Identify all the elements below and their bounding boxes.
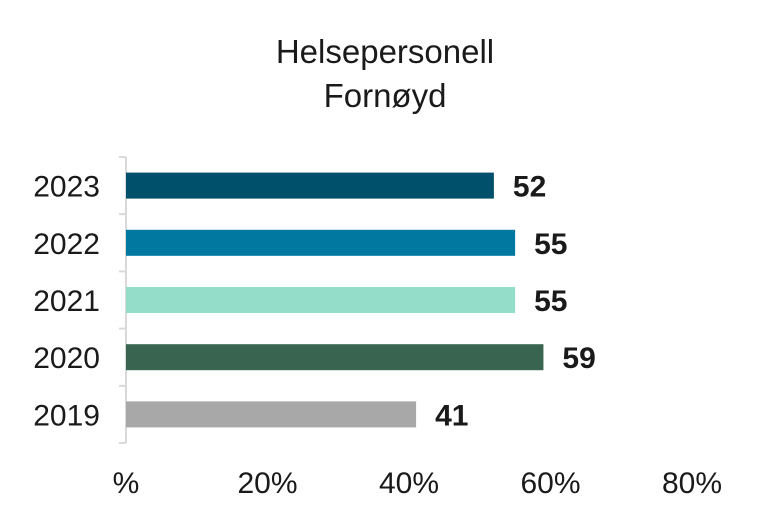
x-tick-label: 40% bbox=[379, 467, 439, 500]
y-tick-label-2021: 2021 bbox=[33, 285, 100, 318]
chart-title: Helsepersonell bbox=[276, 33, 494, 70]
x-tick-labels: % 20% 40% 60% 80% bbox=[113, 467, 722, 500]
x-tick-label: 80% bbox=[662, 467, 722, 500]
y-tick-labels: 2023 2022 2021 2020 2019 bbox=[33, 171, 100, 433]
data-label-2020: 59 bbox=[562, 342, 595, 375]
y-tick-label-2020: 2020 bbox=[33, 342, 100, 375]
y-tick-label-2019: 2019 bbox=[33, 399, 100, 432]
y-axis bbox=[119, 156, 127, 444]
data-label-2022: 55 bbox=[534, 228, 567, 261]
bar-2019 bbox=[126, 401, 417, 428]
data-label-2021: 55 bbox=[534, 285, 567, 318]
data-labels: 52 55 55 59 41 bbox=[435, 171, 596, 433]
x-tick-label: 60% bbox=[520, 467, 580, 500]
bar-2022 bbox=[126, 229, 516, 256]
bar-2020 bbox=[126, 344, 544, 371]
x-tick-label: % bbox=[113, 467, 140, 500]
chart-subtitle: Fornøyd bbox=[324, 77, 447, 114]
bar-2023 bbox=[126, 172, 494, 199]
data-label-2019: 41 bbox=[435, 399, 468, 432]
y-tick-label-2023: 2023 bbox=[33, 171, 100, 204]
x-tick-label: 20% bbox=[237, 467, 297, 500]
data-label-2023: 52 bbox=[513, 171, 546, 204]
bar-2021 bbox=[126, 287, 516, 313]
bars-group bbox=[126, 172, 544, 428]
y-tick-label-2022: 2022 bbox=[33, 228, 100, 261]
